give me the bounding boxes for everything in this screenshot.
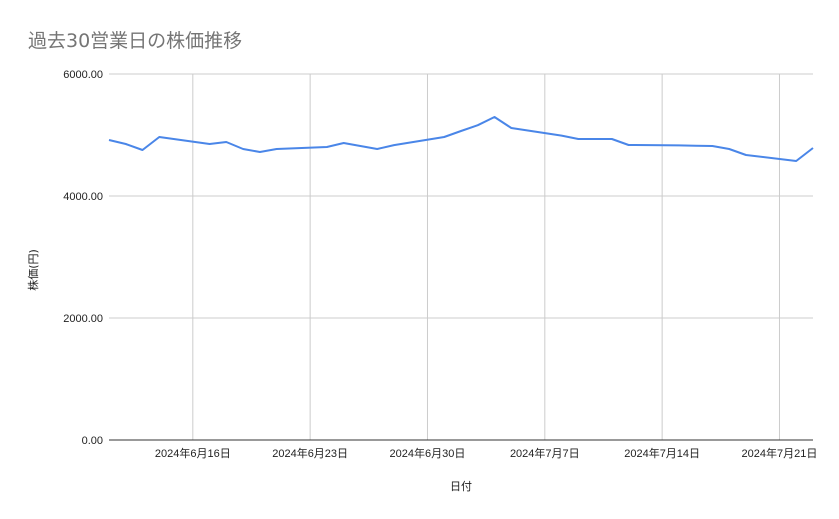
series-line xyxy=(108,116,814,162)
x-tick-label: 2024年6月16日 xyxy=(155,446,231,460)
y-tick-label: 6000.00 xyxy=(63,69,103,81)
x-axis-label: 日付 xyxy=(450,480,472,493)
y-tick-label: 2000.00 xyxy=(63,313,103,325)
y-tick-label: 4000.00 xyxy=(63,191,103,203)
x-tick-label: 2024年7月14日 xyxy=(624,446,700,460)
x-tick-label: 2024年7月21日 xyxy=(742,446,818,460)
y-axis-label: 株価(円) xyxy=(26,249,40,291)
x-tick-label: 2024年7月7日 xyxy=(510,446,580,460)
chart-title: 過去30営業日の株価推移 xyxy=(28,30,243,52)
x-tick-label: 2024年6月30日 xyxy=(390,446,466,460)
y-tick-label: 0.00 xyxy=(82,435,103,447)
x-tick-label: 2024年6月23日 xyxy=(272,446,348,460)
